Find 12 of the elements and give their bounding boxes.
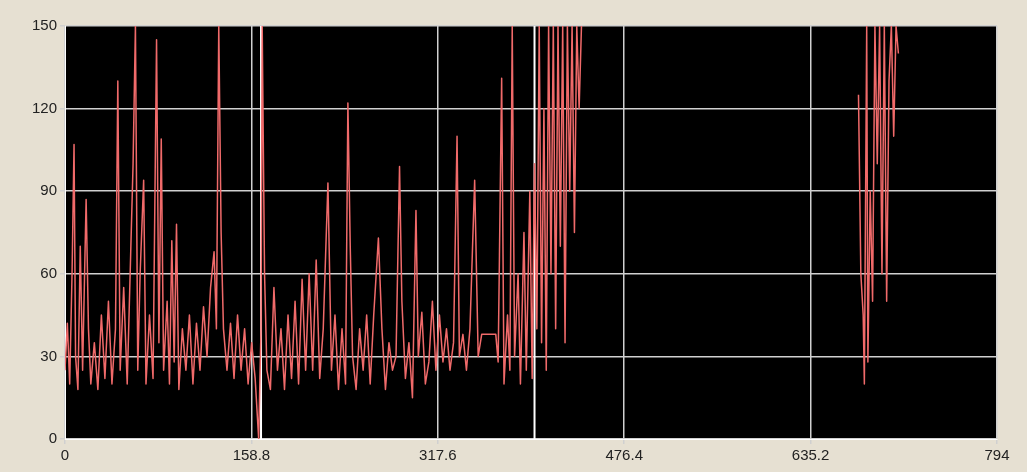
- y-tick-label: 30: [40, 346, 57, 364]
- y-tick-label: 120: [31, 98, 57, 116]
- y-tick-label: 150: [31, 16, 57, 34]
- x-tick-label: 158.8: [232, 446, 271, 464]
- y-tick-label: 0: [48, 429, 57, 447]
- x-tick-label: 635.2: [791, 446, 830, 464]
- y-tick-label: 90: [40, 181, 57, 199]
- x-tick-label: 476.4: [605, 446, 643, 464]
- x-tick-label: 0: [60, 446, 70, 464]
- x-tick-label: 794: [984, 446, 1010, 464]
- x-tick-label: 317.6: [419, 446, 457, 464]
- y-tick-label: 60: [40, 263, 57, 281]
